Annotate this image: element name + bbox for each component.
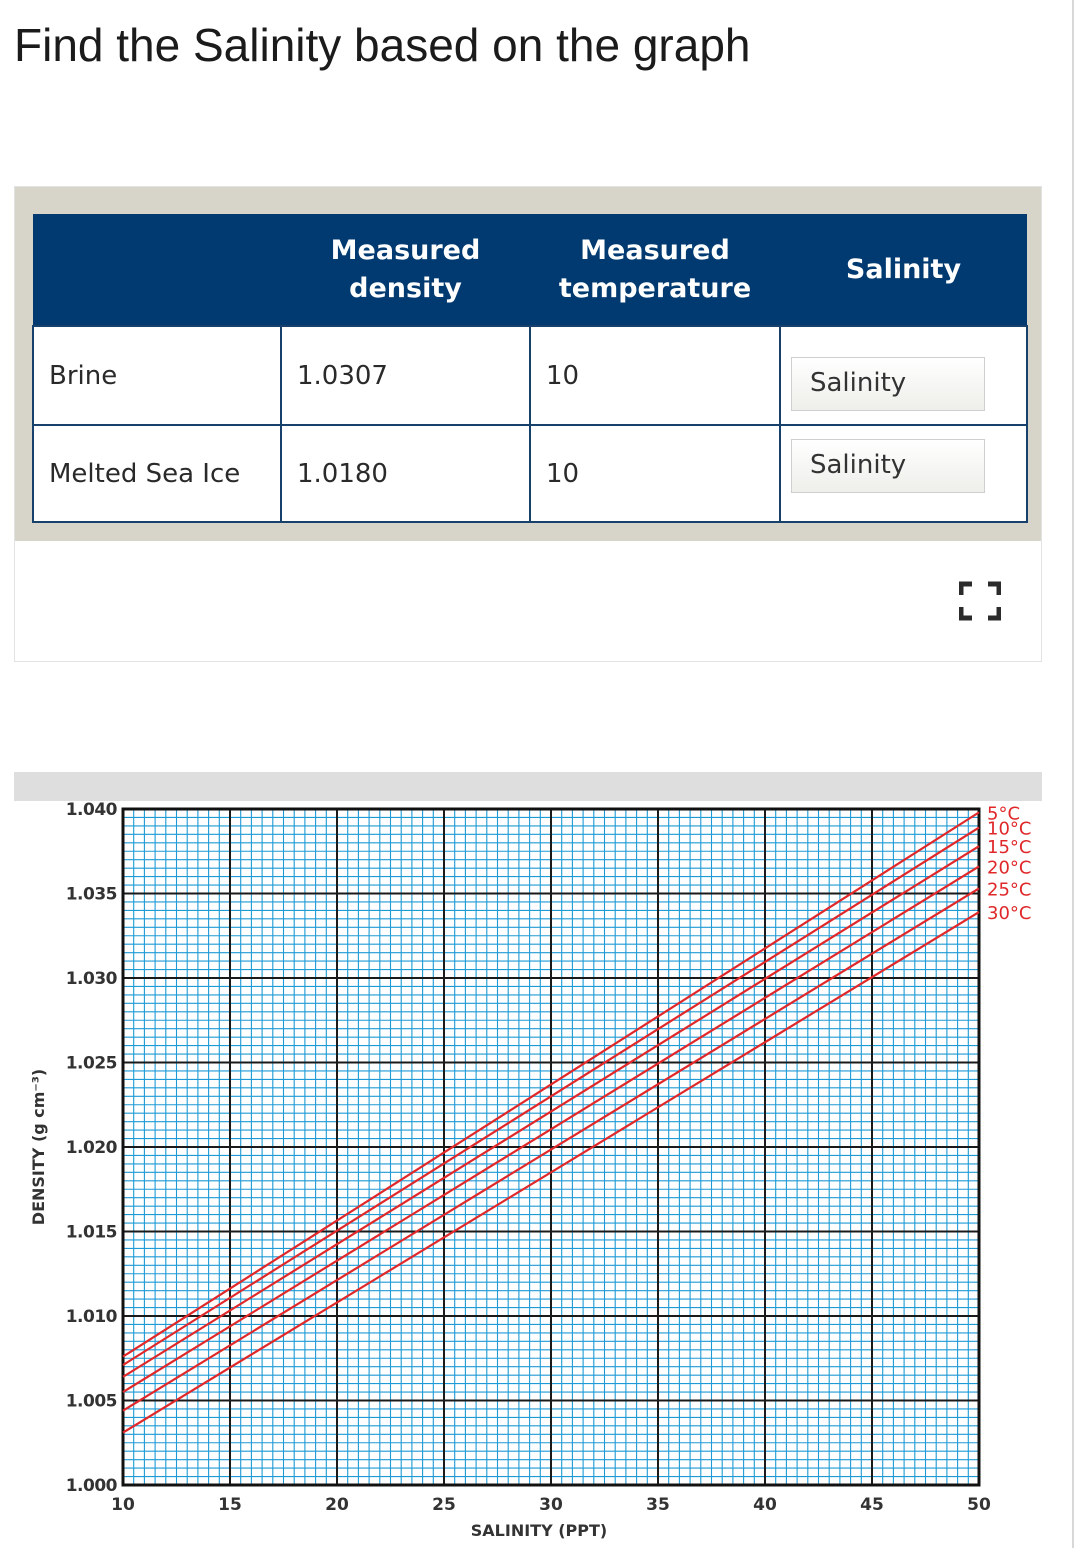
table-row: Brine 1.0307 10 Salinity: [32, 325, 1028, 426]
series-line-3: [122, 865, 980, 1393]
y-tick-label: 1.035: [66, 885, 117, 905]
x-tick-label: 15: [218, 1495, 242, 1515]
x-tick-label: 45: [860, 1495, 884, 1515]
y-tick-label: 1.020: [66, 1138, 118, 1158]
header-temperature: Measured temperature: [530, 214, 780, 326]
series-label-2: 15°C: [987, 837, 1031, 858]
sample-cell: Brine: [32, 325, 282, 426]
series-label-0: 5°C: [987, 803, 1020, 824]
x-tick-label: 10: [111, 1495, 135, 1515]
y-tick-label: 1.025: [66, 1054, 117, 1074]
y-tick-label: 1.010: [66, 1307, 118, 1327]
header-sample: [33, 214, 281, 326]
salinity-answer-dropdown[interactable]: Salinity: [791, 357, 985, 411]
expand-icon[interactable]: [958, 581, 1002, 621]
salinity-cell: Salinity: [779, 325, 1028, 426]
temperature-cell: 10: [529, 424, 781, 523]
x-tick-label: 25: [432, 1495, 456, 1515]
chart-grid: [122, 808, 980, 1486]
plot-frame: [121, 807, 981, 1487]
page-edge: [1072, 0, 1074, 1548]
chart-panel: 5°C 10°C 15°C 20°C 25°C 30°C 1.000 1.005 1.010 1.…: [14, 772, 1042, 1549]
x-tick-label: 50: [967, 1495, 991, 1515]
series-line-2: [122, 845, 980, 1378]
x-tick-label: 40: [753, 1495, 777, 1515]
series-line-4: [122, 887, 980, 1412]
density-cell: 1.0307: [280, 325, 531, 426]
x-tick-label: 35: [646, 1495, 670, 1515]
series-label-1: 10°C: [987, 819, 1031, 840]
salinity-answer-placeholder: Salinity: [810, 450, 907, 480]
series-line-0: [122, 811, 980, 1358]
header-salinity: Salinity: [780, 214, 1027, 326]
density-cell: 1.0180: [280, 424, 531, 523]
temperature-cell: 10: [529, 325, 781, 426]
series-label-4: 25°C: [987, 879, 1031, 900]
header-density: Measured density: [281, 214, 530, 326]
y-tick-label: 1.005: [66, 1392, 117, 1412]
y-tick-label: 1.000: [66, 1476, 118, 1496]
question-title: Find the Salinity based on the graph: [14, 19, 751, 71]
y-tick-label: 1.040: [66, 800, 118, 820]
table-panel: Measured density Measured temperature Sa…: [14, 186, 1042, 662]
table-row: Melted Sea Ice 1.0180 10 Salinity: [32, 424, 1028, 523]
series-label-3: 20°C: [987, 857, 1031, 878]
x-tick-label: 20: [325, 1495, 349, 1515]
sample-cell: Melted Sea Ice: [32, 424, 282, 523]
x-axis-label: SALINITY (PPT): [471, 1521, 607, 1540]
salinity-table: Measured density Measured temperature Sa…: [32, 214, 1028, 523]
series-line-5: [122, 911, 980, 1434]
series-line-1: [122, 826, 980, 1366]
y-tick-label: 1.030: [66, 969, 118, 989]
y-axis-label: DENSITY (g cm⁻³): [29, 1069, 48, 1225]
table-header-row: Measured density Measured temperature Sa…: [33, 214, 1027, 326]
salinity-answer-placeholder: Salinity: [810, 368, 907, 398]
y-tick-label: 1.015: [66, 1223, 117, 1243]
salinity-cell: Salinity: [779, 424, 1028, 523]
series-label-5: 30°C: [987, 903, 1031, 924]
salinity-answer-dropdown[interactable]: Salinity: [791, 439, 985, 493]
chart-band: [14, 773, 1042, 801]
salinity-density-chart: 5°C10°C15°C20°C25°C 30°C 1.000 1.005 1.010 1.…: [29, 800, 1031, 1540]
x-tick-label: 30: [539, 1495, 563, 1515]
